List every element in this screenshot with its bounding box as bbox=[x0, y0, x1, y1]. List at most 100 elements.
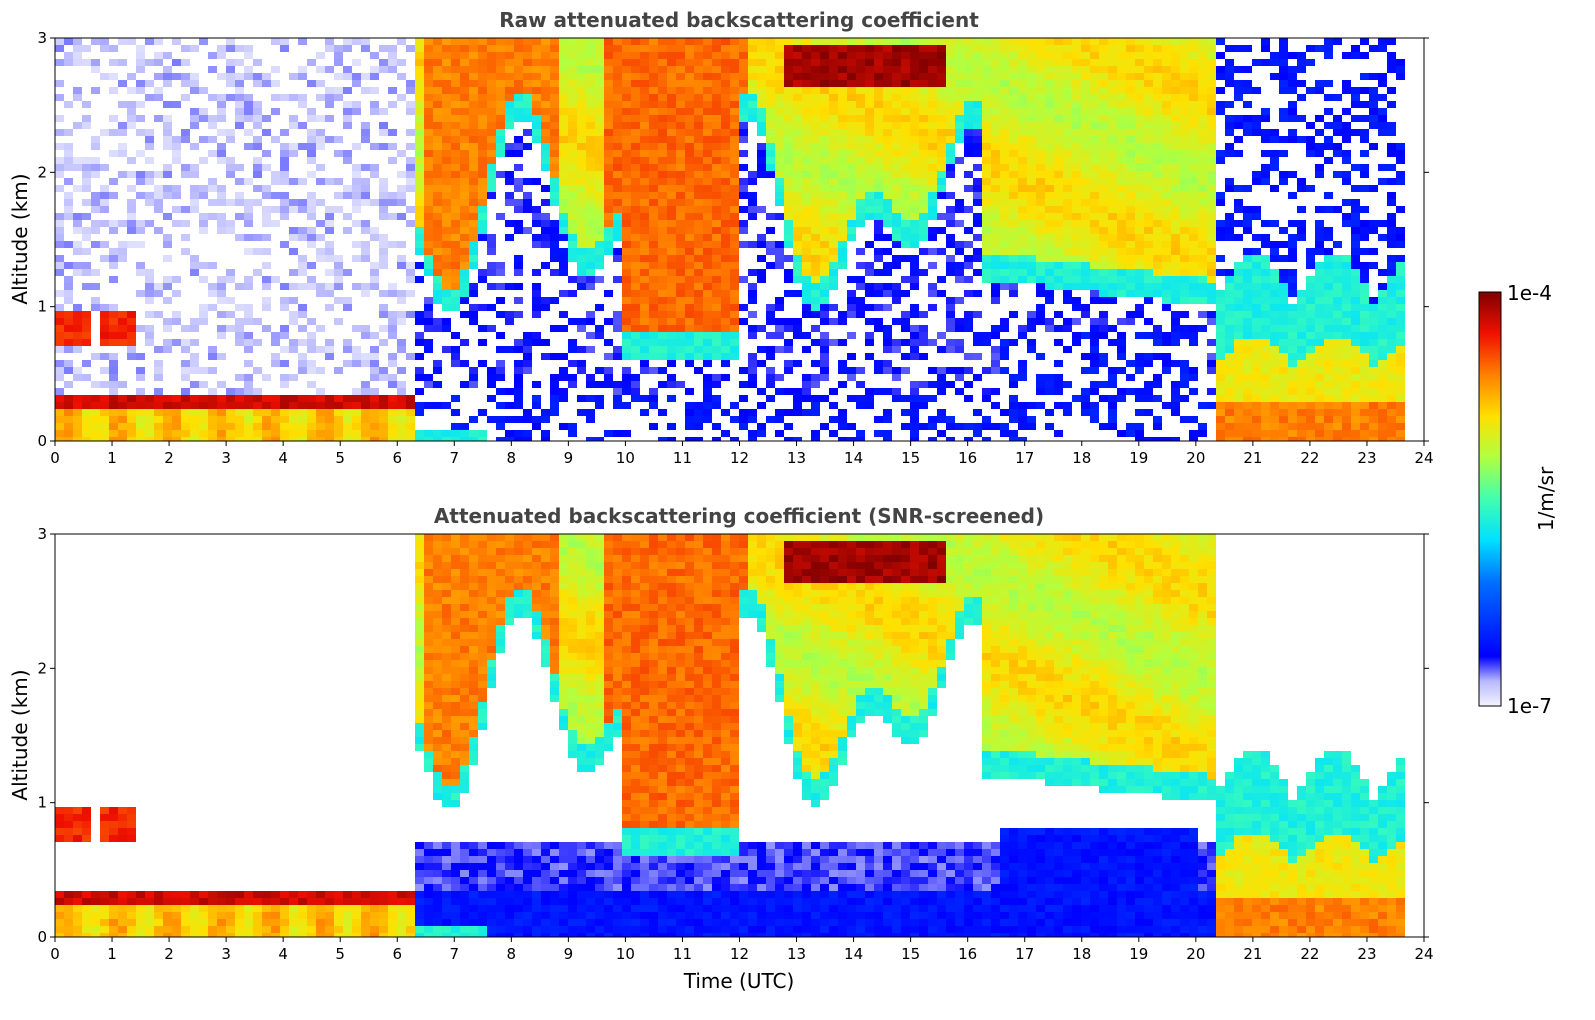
heatmap-cell bbox=[919, 66, 928, 73]
heatmap-cell bbox=[640, 276, 649, 283]
heatmap-cell bbox=[1054, 101, 1063, 108]
heatmap-cell bbox=[55, 332, 64, 339]
heatmap-cell bbox=[676, 115, 685, 122]
heatmap-cell bbox=[811, 220, 820, 227]
heatmap-cell bbox=[298, 38, 307, 45]
heatmap-cell bbox=[1189, 38, 1198, 45]
heatmap-cell bbox=[775, 59, 784, 66]
heatmap-cell bbox=[1144, 136, 1153, 143]
heatmap-cell bbox=[100, 318, 109, 325]
heatmap-cell bbox=[1090, 290, 1099, 297]
heatmap-cell bbox=[1081, 52, 1090, 59]
heatmap-cell bbox=[1099, 248, 1108, 255]
heatmap-cell bbox=[577, 178, 586, 185]
heatmap-cell bbox=[1081, 185, 1090, 192]
heatmap-cell bbox=[163, 66, 172, 73]
heatmap-cell bbox=[1099, 241, 1108, 248]
heatmap-cell bbox=[217, 213, 226, 220]
heatmap-cell bbox=[1360, 283, 1369, 290]
heatmap-cell bbox=[1261, 220, 1270, 227]
heatmap-cell bbox=[1171, 59, 1180, 66]
heatmap-cell bbox=[865, 157, 874, 164]
heatmap-cell bbox=[721, 227, 730, 234]
heatmap-cell bbox=[424, 108, 433, 115]
heatmap-cell bbox=[676, 220, 685, 227]
heatmap-cell bbox=[883, 108, 892, 115]
heatmap-cell bbox=[1279, 325, 1288, 332]
heatmap-cell bbox=[1108, 122, 1117, 129]
heatmap-cell bbox=[514, 45, 523, 52]
heatmap-cell bbox=[1234, 346, 1243, 353]
heatmap-cell bbox=[451, 332, 460, 339]
heatmap-cell bbox=[298, 234, 307, 241]
heatmap-cell bbox=[1153, 255, 1162, 262]
heatmap-cell bbox=[1000, 80, 1009, 87]
heatmap-cell bbox=[649, 199, 658, 206]
heatmap-cell bbox=[1198, 52, 1207, 59]
heatmap-cell bbox=[514, 94, 523, 101]
heatmap-cell bbox=[820, 108, 829, 115]
heatmap-cell bbox=[829, 136, 838, 143]
heatmap-cell bbox=[892, 367, 901, 374]
heatmap-cell bbox=[1315, 80, 1324, 87]
heatmap-cell bbox=[1036, 45, 1045, 52]
heatmap-cell bbox=[271, 108, 280, 115]
heatmap-cell bbox=[1117, 108, 1126, 115]
heatmap-cell bbox=[586, 45, 595, 52]
heatmap-cell bbox=[469, 115, 478, 122]
heatmap-cell bbox=[469, 164, 478, 171]
heatmap-cell bbox=[1027, 311, 1036, 318]
heatmap-cell bbox=[784, 94, 793, 101]
heatmap-cell bbox=[1054, 178, 1063, 185]
heatmap-cell bbox=[1117, 66, 1126, 73]
heatmap-cell bbox=[811, 66, 820, 73]
heatmap-cell bbox=[865, 185, 874, 192]
heatmap-cell bbox=[874, 367, 883, 374]
heatmap-cell bbox=[865, 143, 874, 150]
heatmap-cell bbox=[1207, 255, 1216, 262]
heatmap-cell bbox=[631, 52, 640, 59]
heatmap-cell bbox=[838, 80, 847, 87]
heatmap-cell bbox=[955, 367, 964, 374]
heatmap-cell bbox=[919, 227, 928, 234]
heatmap-cell bbox=[91, 59, 100, 66]
heatmap-cell bbox=[82, 234, 91, 241]
heatmap-cell bbox=[469, 206, 478, 213]
heatmap-cell bbox=[1063, 38, 1072, 45]
heatmap-cell bbox=[802, 248, 811, 255]
heatmap-cell bbox=[244, 304, 253, 311]
heatmap-cell bbox=[1225, 122, 1234, 129]
heatmap-cell bbox=[1252, 276, 1261, 283]
heatmap-cell bbox=[640, 192, 649, 199]
heatmap-cell bbox=[1288, 220, 1297, 227]
heatmap-cell bbox=[865, 94, 874, 101]
heatmap-cell bbox=[1207, 171, 1216, 178]
heatmap-cell bbox=[856, 101, 865, 108]
heatmap-cell bbox=[451, 262, 460, 269]
heatmap-cell bbox=[460, 87, 469, 94]
heatmap-cell bbox=[1342, 220, 1351, 227]
heatmap-cell bbox=[1378, 346, 1387, 353]
heatmap-cell bbox=[280, 38, 289, 45]
heatmap-cell bbox=[703, 80, 712, 87]
heatmap-cell bbox=[415, 353, 424, 360]
heatmap-cell bbox=[1045, 157, 1054, 164]
heatmap-cell bbox=[253, 108, 262, 115]
heatmap-cell bbox=[847, 192, 856, 199]
heatmap-cell bbox=[334, 73, 343, 80]
heatmap-cell bbox=[1162, 150, 1171, 157]
heatmap-cell bbox=[1261, 45, 1270, 52]
heatmap-cell bbox=[1162, 192, 1171, 199]
heatmap-cell bbox=[127, 87, 136, 94]
heatmap-cell bbox=[1036, 353, 1045, 360]
heatmap-cell bbox=[694, 367, 703, 374]
heatmap-cell bbox=[559, 262, 568, 269]
heatmap-cell bbox=[244, 346, 253, 353]
heatmap-cell bbox=[352, 241, 361, 248]
heatmap-cell bbox=[64, 332, 73, 339]
heatmap-cell bbox=[703, 297, 712, 304]
heatmap-cell bbox=[586, 206, 595, 213]
heatmap-cell bbox=[712, 108, 721, 115]
heatmap-cell bbox=[1279, 73, 1288, 80]
heatmap-cell bbox=[1108, 66, 1117, 73]
